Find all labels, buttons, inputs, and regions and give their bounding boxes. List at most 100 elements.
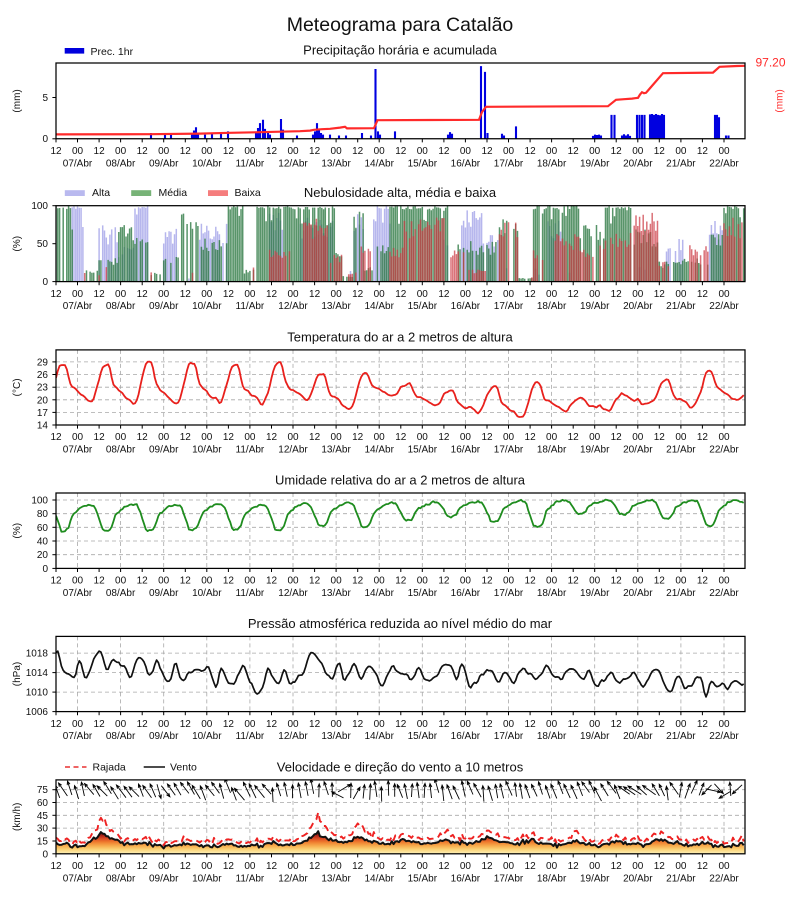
svg-text:19/Abr: 19/Abr	[580, 731, 610, 742]
svg-text:00: 00	[589, 146, 601, 157]
svg-text:00: 00	[331, 146, 343, 157]
svg-text:14/Abr: 14/Abr	[364, 445, 394, 456]
svg-text:10/Abr: 10/Abr	[192, 158, 222, 169]
svg-text:00: 00	[374, 289, 386, 300]
svg-text:12: 12	[223, 861, 235, 872]
svg-text:1010: 1010	[26, 688, 49, 699]
svg-text:12: 12	[180, 861, 192, 872]
svg-text:00: 00	[417, 432, 429, 443]
svg-text:00: 00	[115, 576, 127, 587]
svg-text:22/Abr: 22/Abr	[709, 301, 739, 312]
svg-text:12: 12	[309, 576, 321, 587]
svg-text:Prec. 1hr: Prec. 1hr	[91, 46, 134, 58]
svg-text:18/Abr: 18/Abr	[537, 873, 567, 884]
svg-text:00: 00	[201, 146, 213, 157]
svg-text:97.20: 97.20	[756, 56, 786, 70]
svg-text:15: 15	[37, 837, 49, 848]
svg-text:00: 00	[417, 861, 429, 872]
svg-text:14: 14	[37, 421, 49, 432]
svg-text:20/Abr: 20/Abr	[623, 873, 653, 884]
svg-text:0: 0	[42, 564, 48, 575]
svg-text:12: 12	[395, 861, 407, 872]
svg-text:12: 12	[697, 432, 709, 443]
svg-text:17/Abr: 17/Abr	[494, 445, 524, 456]
svg-text:12/Abr: 12/Abr	[278, 158, 308, 169]
svg-text:12: 12	[50, 861, 62, 872]
svg-text:20/Abr: 20/Abr	[623, 588, 653, 599]
svg-text:0: 0	[42, 134, 48, 145]
svg-text:12: 12	[568, 289, 580, 300]
svg-text:12: 12	[568, 146, 580, 157]
svg-text:17/Abr: 17/Abr	[494, 158, 524, 169]
svg-text:12: 12	[137, 146, 149, 157]
svg-text:1018: 1018	[26, 649, 49, 660]
svg-text:00: 00	[201, 432, 213, 443]
svg-text:20/Abr: 20/Abr	[623, 301, 653, 312]
svg-text:12: 12	[611, 719, 623, 730]
svg-text:00: 00	[331, 861, 343, 872]
svg-text:08/Abr: 08/Abr	[106, 731, 136, 742]
svg-text:12: 12	[525, 576, 537, 587]
svg-text:00: 00	[718, 146, 730, 157]
svg-text:00: 00	[115, 432, 127, 443]
svg-text:Rajada: Rajada	[93, 762, 126, 774]
svg-text:12: 12	[611, 432, 623, 443]
svg-text:00: 00	[718, 719, 730, 730]
svg-text:14/Abr: 14/Abr	[364, 873, 394, 884]
svg-text:10/Abr: 10/Abr	[192, 731, 222, 742]
svg-text:17: 17	[37, 408, 49, 419]
svg-text:00: 00	[632, 432, 644, 443]
svg-text:20: 20	[37, 550, 49, 561]
svg-text:16/Abr: 16/Abr	[451, 445, 481, 456]
svg-text:12: 12	[395, 146, 407, 157]
svg-text:00: 00	[503, 289, 515, 300]
svg-text:12: 12	[266, 289, 278, 300]
svg-text:1006: 1006	[26, 707, 49, 718]
svg-text:00: 00	[675, 146, 687, 157]
svg-text:11/Abr: 11/Abr	[236, 731, 265, 742]
svg-text:75: 75	[37, 785, 49, 796]
svg-text:09/Abr: 09/Abr	[149, 445, 179, 456]
svg-text:12: 12	[395, 719, 407, 730]
svg-text:00: 00	[72, 146, 84, 157]
svg-text:12: 12	[309, 146, 321, 157]
svg-text:15/Abr: 15/Abr	[408, 445, 438, 456]
svg-text:00: 00	[546, 432, 558, 443]
svg-text:1014: 1014	[26, 668, 49, 679]
svg-text:00: 00	[244, 289, 256, 300]
svg-text:00: 00	[718, 861, 730, 872]
svg-text:00: 00	[244, 146, 256, 157]
svg-text:12: 12	[50, 432, 62, 443]
svg-text:22/Abr: 22/Abr	[709, 588, 739, 599]
svg-text:12: 12	[94, 432, 106, 443]
svg-text:12: 12	[395, 576, 407, 587]
svg-text:14/Abr: 14/Abr	[364, 731, 394, 742]
svg-text:12: 12	[309, 861, 321, 872]
svg-text:12: 12	[568, 861, 580, 872]
svg-text:00: 00	[503, 432, 515, 443]
svg-text:00: 00	[589, 719, 601, 730]
svg-text:12: 12	[697, 289, 709, 300]
svg-text:12/Abr: 12/Abr	[278, 873, 308, 884]
svg-text:12/Abr: 12/Abr	[278, 731, 308, 742]
svg-text:00: 00	[158, 432, 170, 443]
svg-text:00: 00	[460, 576, 472, 587]
svg-text:(km/h): (km/h)	[12, 803, 23, 831]
svg-text:12: 12	[395, 432, 407, 443]
svg-text:Temperatura do ar a 2 metros d: Temperatura do ar a 2 metros de altura	[287, 329, 513, 344]
svg-text:80: 80	[37, 509, 49, 520]
svg-text:17/Abr: 17/Abr	[494, 301, 524, 312]
svg-text:00: 00	[460, 861, 472, 872]
svg-text:12: 12	[94, 146, 106, 157]
svg-text:00: 00	[632, 861, 644, 872]
svg-text:00: 00	[417, 576, 429, 587]
svg-text:09/Abr: 09/Abr	[149, 588, 179, 599]
svg-text:(°C): (°C)	[12, 378, 23, 396]
svg-text:00: 00	[460, 719, 472, 730]
svg-text:14/Abr: 14/Abr	[364, 588, 394, 599]
svg-text:00: 00	[158, 146, 170, 157]
svg-text:Baixa: Baixa	[235, 187, 261, 199]
svg-text:12: 12	[223, 289, 235, 300]
svg-text:21/Abr: 21/Abr	[666, 301, 696, 312]
svg-text:00: 00	[718, 576, 730, 587]
